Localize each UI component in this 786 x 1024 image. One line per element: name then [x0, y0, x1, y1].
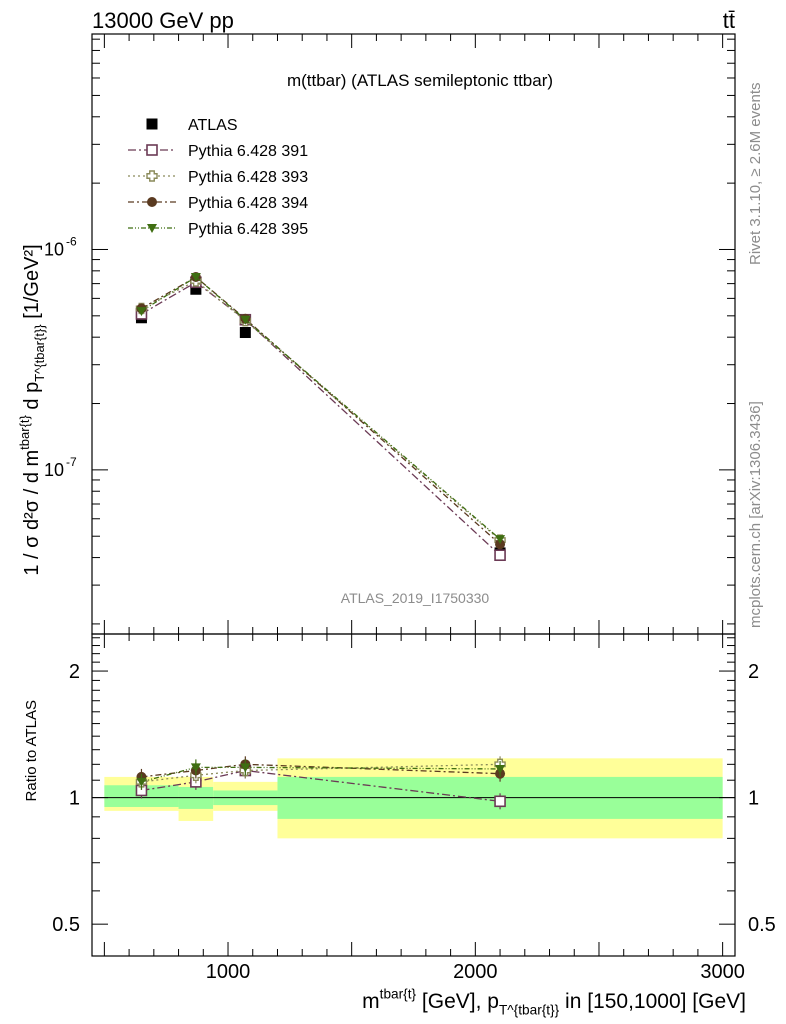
axis-label-text: mtbar{t} [GeV], pT^{tbar{t}} in [150,100…: [362, 987, 746, 1018]
ratio-point: [495, 764, 506, 774]
legend-label: Pythia 6.428 394: [188, 195, 308, 212]
ratio-point: [136, 777, 147, 787]
data-point: [494, 549, 506, 562]
y-tick-label: 0.5: [52, 914, 80, 936]
legend-marker: [147, 197, 157, 207]
legend-label: Pythia 6.428 391: [188, 143, 308, 160]
y-tick-label-right: 1: [748, 788, 759, 810]
main-marks: [135, 272, 506, 562]
y-tick-label-exp: -6: [66, 234, 77, 248]
ratio-point: [240, 763, 251, 773]
legend-label: Pythia 6.428 393: [188, 169, 308, 186]
series-line: [141, 280, 501, 541]
axis-label-text: 1 / σ d²σ / d mtbar{t} d pT^{tbar{t}} [1…: [17, 244, 47, 575]
mcplots-label: mcplots.cern.ch [arXiv:1306.3436]: [747, 401, 764, 628]
series-line: [141, 276, 501, 545]
legend-marker: [147, 224, 157, 233]
legend: ATLAS Pythia 6.428 391 Pythia 6.428 393 Pyt…: [128, 117, 308, 238]
y-tick-label: 1: [69, 788, 80, 810]
ratio-series-line: [141, 766, 501, 783]
y-tick-label-right: 0.5: [748, 914, 776, 936]
ratio-marks: [135, 756, 506, 810]
analysis-label: ATLAS_2019_I1750330: [341, 590, 490, 606]
data-point: [136, 307, 147, 317]
rivet-label: Rivet 3.1.10, ≥ 2.6M events: [747, 83, 764, 266]
data-point: [240, 315, 251, 325]
header-right: tt̄: [723, 8, 735, 33]
series-line: [141, 276, 501, 540]
legend-label: ATLAS: [188, 117, 238, 134]
ratio-series-line: [141, 763, 501, 783]
data-point: [495, 539, 506, 550]
legend-marker: [146, 118, 158, 130]
ratio-frame: [91, 633, 736, 957]
y-tick-label-right: 2: [748, 661, 759, 683]
y-tick-label-exp: -7: [66, 455, 77, 469]
ratio-point: [494, 795, 506, 808]
y-tick-label: 10: [44, 239, 64, 259]
x-tick-label: 1000: [206, 961, 251, 983]
ratio-series-line: [141, 769, 501, 802]
data-point: [239, 327, 251, 339]
main-y-axis-label: 1 / σ d²σ / d mtbar{t} d pT^{tbar{t}} [1…: [17, 244, 47, 575]
data-point: [495, 535, 506, 545]
y-tick-label: 2: [69, 661, 80, 683]
ratio-point: [190, 763, 201, 773]
x-axis-label: mtbar{t} [GeV], pT^{tbar{t}} in [150,100…: [362, 987, 746, 1018]
x-tick-label: 3000: [700, 961, 745, 983]
ratio-y-axis-label: Ratio to ATLAS: [23, 700, 40, 801]
x-tick-label: 2000: [453, 961, 498, 983]
data-point: [190, 273, 201, 283]
header-left: 13000 GeV pp: [92, 8, 234, 33]
y-tick-label: 10: [44, 460, 64, 480]
legend-marker: [146, 144, 158, 156]
legend-marker: [146, 170, 158, 182]
data-point: [190, 283, 202, 295]
main-title: m(ttbar) (ATLAS semileptonic ttbar): [287, 71, 553, 90]
ratio-panel: 0.5 0.5 1 1 2 2 1000 2000 3000: [52, 633, 776, 983]
legend-label: Pythia 6.428 395: [188, 221, 308, 238]
series-line: [141, 281, 501, 556]
